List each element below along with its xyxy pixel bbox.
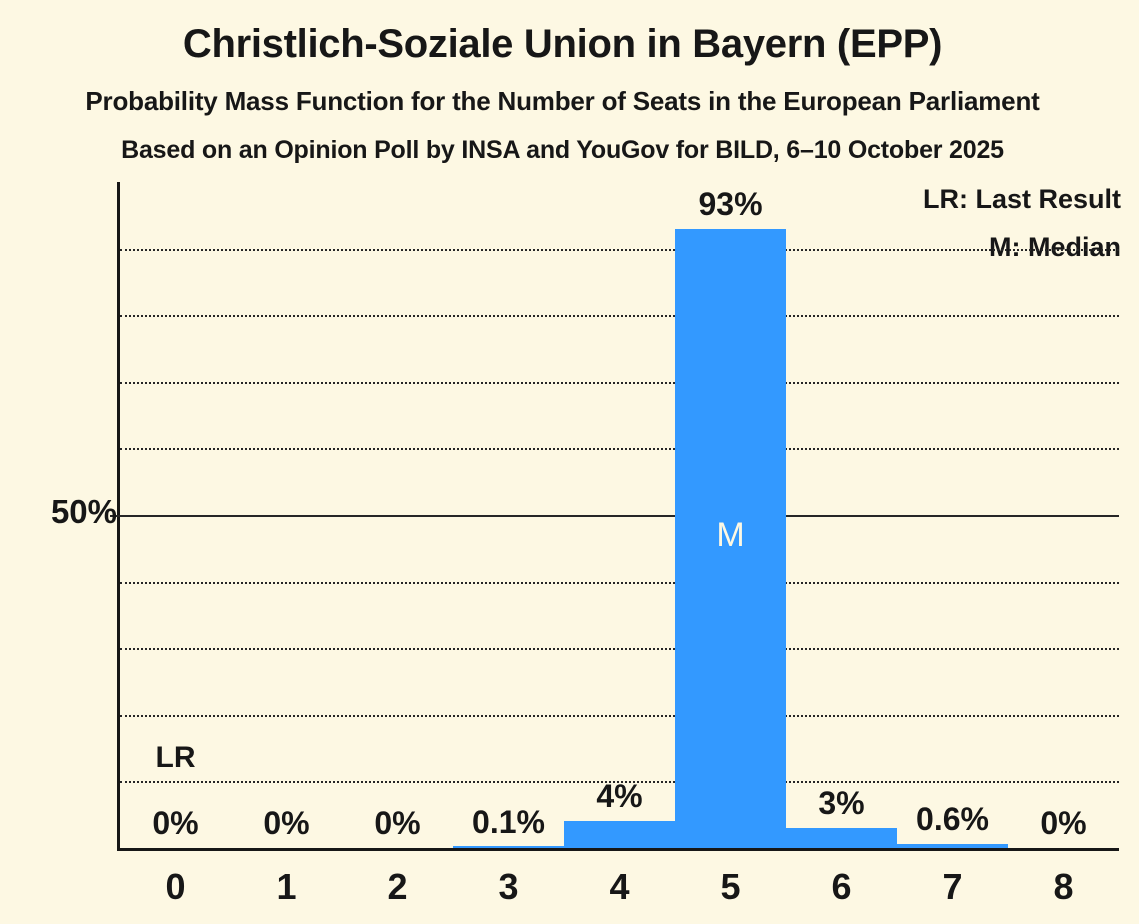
y-axis-tick [110,515,120,517]
page-title: Christlich-Soziale Union in Bayern (EPP) [182,22,943,66]
gridline [120,315,1119,318]
gridline [120,714,1119,717]
x-axis-tick-label: 6 [831,866,852,907]
x-axis-tick-label: 1 [276,866,297,907]
bar [675,228,786,848]
chart-source-note: Based on an Opinion Poll by INSA and You… [121,136,1004,164]
plot-area: 0% LR 0% 0% 0.1% 4% 93% M 3% 0.6% 0% [110,182,1119,851]
bar-value-label: 0% [1040,805,1087,841]
gridline-major [120,515,1119,517]
y-axis-tick-label: 50% [50,493,117,530]
chart-subtitle: Probability Mass Function for the Number… [85,86,1040,116]
x-axis-tick-label: 7 [942,866,963,907]
x-axis-tick-label: 4 [609,866,630,907]
legend-last-result: LR: Last Result [922,184,1121,214]
bar [897,844,1008,848]
bar-value-label: 0% [152,805,199,841]
bar-value-label: 0.6% [916,801,989,837]
gridline [120,381,1119,384]
gridline [120,248,1119,251]
bar [786,828,897,848]
last-result-marker: LR [155,741,196,775]
bar-value-label: 0% [374,805,421,841]
legend-median: M: Median [989,232,1121,262]
x-axis-tick-label: 3 [498,866,519,907]
bar-value-label: 4% [596,778,643,815]
median-marker: M [716,516,745,555]
gridline [120,648,1119,651]
bar-value-label: 0% [263,805,310,841]
bar-value-label: 93% [698,185,763,222]
gridline [120,581,1119,584]
gridline [120,781,1119,784]
x-axis-tick-label: 2 [387,866,408,907]
bar [453,846,564,848]
x-axis-tick-label: 8 [1053,866,1074,907]
x-axis-tick-label: 0 [165,866,186,907]
x-axis-tick-label: 5 [720,866,741,907]
x-axis-line [117,848,1119,851]
bar-value-label: 3% [818,785,865,822]
gridline [120,448,1119,451]
bar [564,821,675,848]
bar-value-label: 0.1% [472,804,545,841]
